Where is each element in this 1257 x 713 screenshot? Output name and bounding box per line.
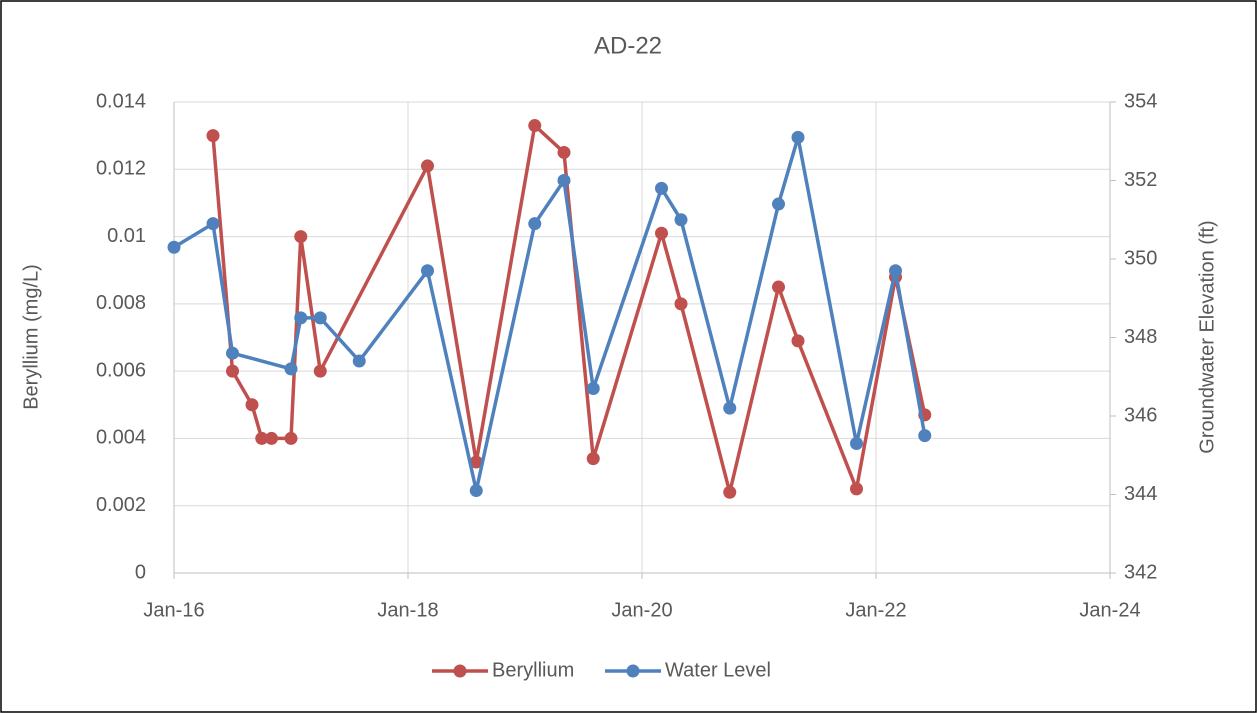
data-point	[313, 364, 327, 378]
data-point	[226, 364, 239, 378]
y2-tick-label: 346	[1124, 404, 1157, 426]
data-point	[655, 226, 668, 240]
data-point	[265, 431, 278, 445]
chart-title: AD-22	[594, 32, 662, 59]
legend-marker	[626, 664, 640, 678]
y2-tick-label: 344	[1124, 483, 1157, 505]
data-point	[469, 484, 483, 498]
data-point	[206, 129, 220, 143]
data-point	[421, 159, 434, 173]
y-tick-label: 0.01	[107, 225, 146, 247]
data-point	[850, 436, 863, 450]
y-tick-label: 0.012	[96, 158, 146, 180]
data-point	[528, 217, 542, 231]
data-point	[226, 346, 239, 360]
legend-label: Water Level	[665, 659, 771, 681]
data-point	[674, 213, 688, 227]
data-point	[469, 455, 483, 469]
legend-label: Beryllium	[492, 659, 574, 681]
data-point	[655, 181, 668, 195]
data-point	[313, 311, 327, 325]
y-axis-label: Beryllium (mg/L)	[20, 264, 42, 410]
data-point	[352, 354, 366, 368]
data-point	[294, 230, 308, 244]
data-point	[284, 431, 298, 445]
y-tick-label: 0.004	[96, 427, 146, 449]
data-point	[167, 240, 181, 254]
y-tick-label: 0.006	[96, 359, 146, 381]
x-tick-label: Jan-20	[611, 599, 672, 621]
y2-axis-label: Groundwater Elevation (ft)	[1196, 220, 1218, 453]
series-line	[173, 136, 927, 491]
x-tick-label: Jan-16	[143, 599, 204, 621]
y2-tick-label: 350	[1124, 247, 1157, 269]
y-tick-label: 0.002	[96, 494, 146, 516]
y-tick-label: 0.014	[96, 90, 146, 112]
data-point	[791, 334, 805, 348]
data-point	[557, 174, 571, 187]
data-point	[772, 197, 785, 211]
data-point	[245, 398, 259, 412]
y2-tick-label: 342	[1124, 561, 1157, 583]
data-point	[586, 452, 600, 466]
data-point	[557, 145, 571, 159]
x-tick-label: Jan-24	[1079, 599, 1140, 621]
y2-tick-label: 352	[1124, 169, 1157, 191]
data-point	[918, 429, 932, 443]
data-point	[723, 485, 737, 499]
data-point	[294, 311, 308, 325]
data-point	[421, 264, 434, 278]
data-point	[723, 401, 737, 415]
data-point	[889, 264, 902, 278]
data-point	[284, 362, 298, 376]
x-tick-label: Jan-22	[845, 599, 906, 621]
data-point	[255, 431, 269, 445]
y-tick-label: 0.008	[96, 292, 146, 314]
y2-tick-label: 354	[1124, 90, 1157, 112]
x-tick-label: Jan-18	[377, 599, 438, 621]
data-point	[791, 130, 805, 144]
data-point	[206, 217, 220, 231]
data-point	[586, 382, 600, 396]
data-point	[850, 482, 863, 496]
data-point	[528, 119, 542, 133]
data-point	[772, 280, 785, 294]
y2-tick-label: 348	[1124, 326, 1157, 348]
y-tick-label: 0	[135, 561, 146, 583]
data-point	[674, 297, 688, 311]
legend-marker	[453, 664, 467, 678]
